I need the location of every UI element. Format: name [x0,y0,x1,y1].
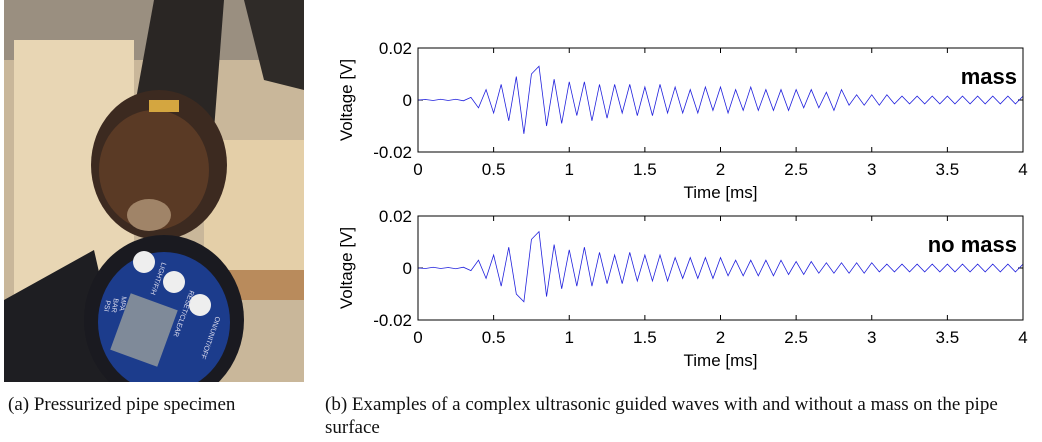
x-tick-label: 0.5 [482,328,506,347]
x-tick-label: 0.5 [482,160,506,179]
gauge-display [110,293,178,367]
gauge-label: MPA [117,296,126,312]
gauge-button [189,294,211,316]
pipe-rust [99,110,209,230]
gauge-button [163,271,185,293]
x-tick-label: 4 [1018,160,1027,179]
x-tick-label: 3 [867,160,876,179]
x-tick-label: 3.5 [936,160,960,179]
pipe-cap [127,199,171,231]
x-tick-label: 3 [867,328,876,347]
x-tick-label: 1 [565,328,574,347]
y-axis-label: Voltage [V] [337,59,356,141]
x-tick-label: 0 [413,328,422,347]
y-tick-label: 0.02 [379,207,412,226]
pipe [244,0,304,90]
plot-frame [417,215,1024,321]
gauge-button [133,251,155,273]
signal-line [417,65,1024,134]
plot-area [418,216,1023,320]
x-tick-label: 4 [1018,328,1027,347]
caption: (a) Pressurized pipe specimen [8,394,236,415]
y-tick-label: 0 [403,259,412,278]
sensor [149,100,179,112]
x-axis-label: Time [ms] [684,183,758,202]
annotation: no mass [928,232,1017,257]
x-tick-label: 2 [716,160,725,179]
y-tick-label: 0 [403,91,412,110]
gauge-label: BAR [110,298,119,313]
gauge-label: PSI [102,300,111,312]
y-tick-label: 0.02 [379,39,412,58]
y-tick-label: -0.02 [373,311,412,330]
photo: PSI BAR MPA ON/UNIT/OFF RESET/CLEAR LIGH… [4,0,304,382]
caption: (b) Examples of a complex ultrasonic gui… [325,394,998,438]
signal-line [417,230,1024,303]
x-tick-label: 2.5 [784,328,808,347]
x-tick-label: 1 [565,160,574,179]
x-tick-label: 2.5 [784,160,808,179]
plot-frame [417,47,1024,153]
y-axis-label: Voltage [V] [337,227,356,309]
plot-area [418,48,1023,152]
x-tick-label: 3.5 [936,328,960,347]
x-tick-label: 1.5 [633,160,657,179]
x-tick-label: 2 [716,328,725,347]
x-tick-label: 1.5 [633,328,657,347]
x-axis-label: Time [ms] [684,351,758,370]
y-tick-label: -0.02 [373,143,412,162]
annotation: mass [961,64,1017,89]
x-tick-label: 0 [413,160,422,179]
